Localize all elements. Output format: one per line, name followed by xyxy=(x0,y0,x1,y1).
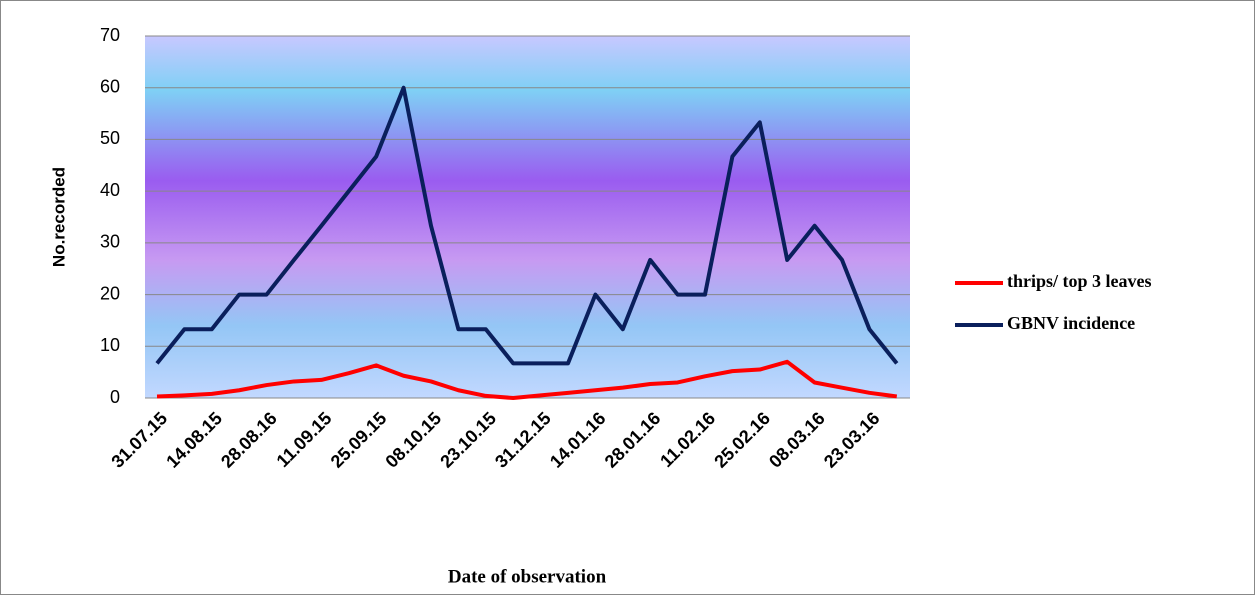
series-line xyxy=(155,85,899,366)
y-tick-label: 0 xyxy=(110,387,120,407)
y-tick-label: 40 xyxy=(100,180,120,200)
legend-label: thrips/ top 3 leaves xyxy=(1007,271,1152,291)
y-tick-label: 10 xyxy=(100,335,120,355)
x-axis-title: Date of observation xyxy=(448,566,607,587)
y-tick-label: 50 xyxy=(100,128,120,148)
legend-label: GBNV incidence xyxy=(1007,313,1135,333)
y-tick-label: 60 xyxy=(100,76,120,96)
y-tick-label: 30 xyxy=(100,232,120,252)
plot-area xyxy=(145,36,910,398)
y-axis-title: No.recorded xyxy=(49,167,68,267)
y-tick-label: 20 xyxy=(100,283,120,303)
y-tick-label: 70 xyxy=(100,25,120,45)
series-line xyxy=(156,359,898,400)
